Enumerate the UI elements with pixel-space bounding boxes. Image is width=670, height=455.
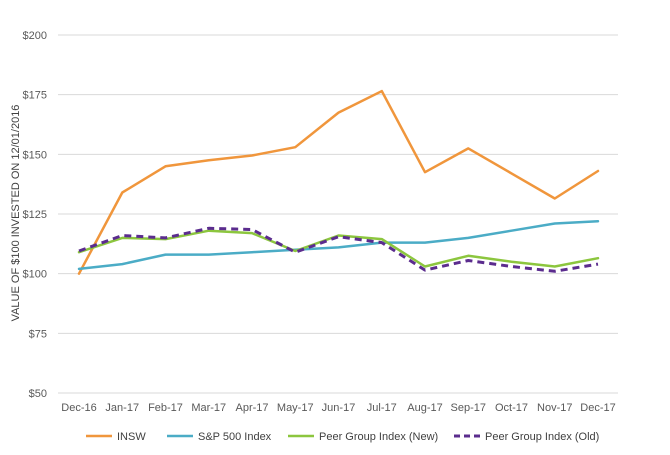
- y-tick-label: $175: [23, 90, 47, 102]
- x-tick-label: Jul-17: [367, 402, 397, 414]
- y-axis-tick-labels: $50 $75 $100 $125 $150 $175 $200: [23, 30, 47, 400]
- legend: INSW S&P 500 Index Peer Group Index (New) P…: [86, 431, 599, 443]
- x-tick-label: May-17: [277, 402, 314, 414]
- x-tick-label: Dec-17: [580, 402, 615, 414]
- y-tick-label: $200: [23, 30, 47, 42]
- x-tick-label: Jan-17: [105, 402, 139, 414]
- x-tick-label: Mar-17: [191, 402, 226, 414]
- series-lines: [77, 89, 600, 275]
- legend-label: Peer Group Index (New): [319, 431, 438, 443]
- x-tick-label: Feb-17: [148, 402, 183, 414]
- legend-label: INSW: [117, 431, 146, 443]
- x-tick-label: Sep-17: [451, 402, 486, 414]
- gridlines: [58, 34, 618, 394]
- legend-label: S&P 500 Index: [198, 431, 272, 443]
- y-tick-label: $50: [29, 388, 47, 400]
- x-tick-label: Nov-17: [537, 402, 572, 414]
- y-axis-title: VALUE OF $100 INVESTED ON 12/01/2016: [10, 105, 22, 322]
- y-tick-label: $75: [29, 328, 47, 340]
- x-tick-label: Dec-16: [61, 402, 96, 414]
- x-tick-label: Oct-17: [495, 402, 528, 414]
- y-tick-label: $125: [23, 209, 47, 221]
- x-tick-label: Jun-17: [322, 402, 356, 414]
- y-tick-label: $150: [23, 149, 47, 161]
- x-tick-label: Apr-17: [235, 402, 268, 414]
- y-tick-label: $100: [23, 269, 47, 281]
- x-axis-tick-labels: Dec-16 Jan-17 Feb-17 Mar-17 Apr-17 May-17 Jun-…: [61, 402, 615, 414]
- series-line-1: [77, 89, 600, 275]
- x-tick-label: Aug-17: [407, 402, 442, 414]
- series-line-2: [77, 219, 600, 271]
- legend-label: Peer Group Index (Old): [485, 431, 599, 443]
- series-line-4: [78, 226, 599, 273]
